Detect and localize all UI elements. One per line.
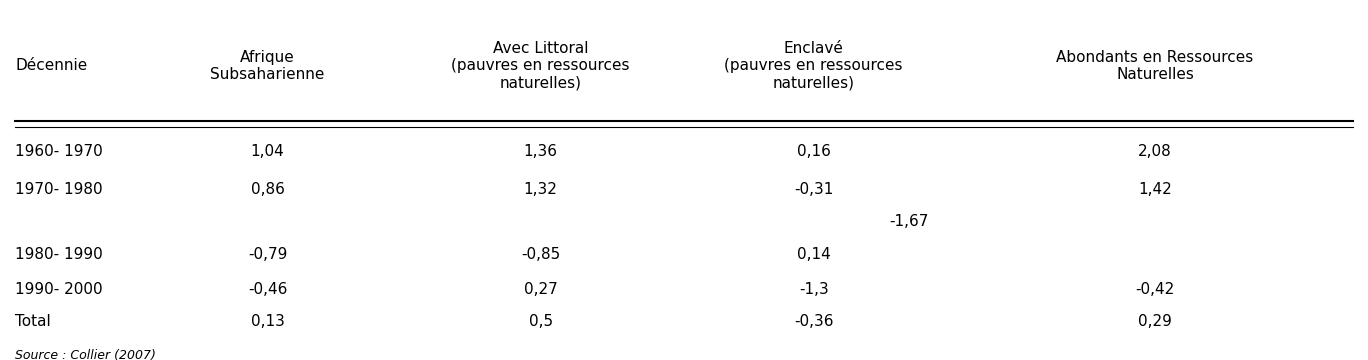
Text: 1990- 2000: 1990- 2000 (15, 282, 103, 297)
Text: 1,42: 1,42 (1138, 182, 1172, 197)
Text: Enclavé
(pauvres en ressources
naturelles): Enclavé (pauvres en ressources naturelle… (725, 41, 903, 91)
Text: Afrique
Subsaharienne: Afrique Subsaharienne (211, 50, 324, 82)
Text: -0,79: -0,79 (248, 247, 287, 262)
Text: -1,67: -1,67 (889, 215, 929, 229)
Text: -0,42: -0,42 (1135, 282, 1175, 297)
Text: 0,14: 0,14 (796, 247, 830, 262)
Text: 1,04: 1,04 (250, 144, 285, 159)
Text: 0,13: 0,13 (250, 314, 285, 329)
Text: 1,32: 1,32 (524, 182, 558, 197)
Text: 0,5: 0,5 (528, 314, 553, 329)
Text: Abondants en Ressources
Naturelles: Abondants en Ressources Naturelles (1056, 50, 1253, 82)
Text: -0,46: -0,46 (248, 282, 287, 297)
Text: -0,85: -0,85 (521, 247, 561, 262)
Text: Décennie: Décennie (15, 58, 88, 73)
Text: 1960- 1970: 1960- 1970 (15, 144, 103, 159)
Text: Total: Total (15, 314, 51, 329)
Text: -1,3: -1,3 (799, 282, 829, 297)
Text: 1,36: 1,36 (524, 144, 558, 159)
Text: 1970- 1980: 1970- 1980 (15, 182, 103, 197)
Text: 0,27: 0,27 (524, 282, 558, 297)
Text: -0,36: -0,36 (793, 314, 833, 329)
Text: 0,16: 0,16 (796, 144, 830, 159)
Text: Avec Littoral
(pauvres en ressources
naturelles): Avec Littoral (pauvres en ressources nat… (451, 41, 629, 91)
Text: Source : Collier (2007): Source : Collier (2007) (15, 349, 156, 360)
Text: 1980- 1990: 1980- 1990 (15, 247, 103, 262)
Text: 0,86: 0,86 (250, 182, 285, 197)
Text: -0,31: -0,31 (793, 182, 833, 197)
Text: 0,29: 0,29 (1138, 314, 1172, 329)
Text: 2,08: 2,08 (1138, 144, 1172, 159)
